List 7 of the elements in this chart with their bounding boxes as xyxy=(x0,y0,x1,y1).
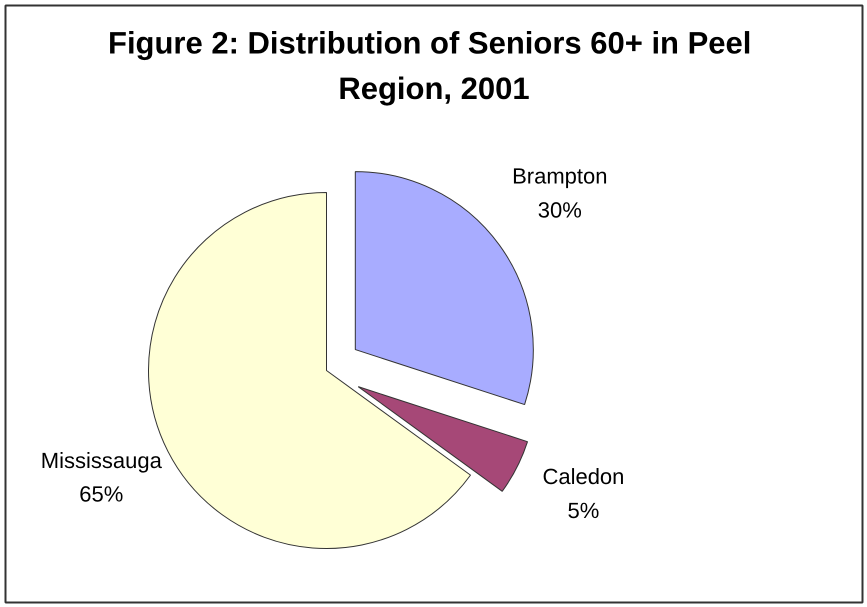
data-label: 65% xyxy=(79,482,124,507)
slice-label: Caledon xyxy=(542,464,624,490)
slice-label: Brampton xyxy=(512,164,608,189)
data-label: 30% xyxy=(538,197,582,222)
slice-label: Mississauga xyxy=(40,448,163,473)
chart-title: Figure 2: Distribution of Seniors 60+ in Peel Region, 2001 xyxy=(108,26,752,106)
data-label: 5% xyxy=(568,498,600,523)
